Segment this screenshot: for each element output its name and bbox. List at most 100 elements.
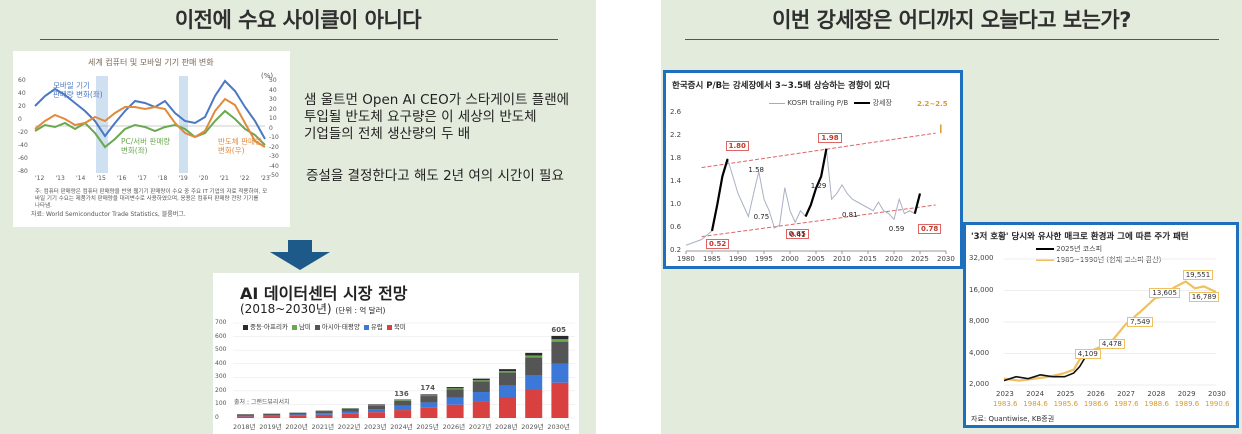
bar-segment	[420, 395, 438, 397]
bar-segment	[551, 339, 569, 342]
cycle-legend-1: 2025년 코스피	[1036, 244, 1102, 254]
bar-segment	[315, 413, 333, 415]
bar-segment	[289, 415, 307, 418]
bar-segment	[289, 412, 307, 415]
cycle-callout: 4,478	[1098, 339, 1125, 350]
bar-y-tick: 600	[215, 332, 227, 340]
right-axis-tick: 20	[269, 105, 277, 113]
pb-target-label: 2.2~2.5	[917, 100, 948, 108]
x-axis-tick: '21	[219, 175, 229, 182]
cycle-chart-source: 자료: Quantiwise, KB증권	[971, 415, 1055, 423]
cycle-y-tick: 4,000	[969, 348, 990, 357]
bar-category-label: 2030년	[547, 423, 570, 431]
bar-segment	[551, 335, 569, 340]
device-chart-plot	[34, 76, 266, 173]
bar-category-label: 2029년	[521, 423, 544, 431]
right-panel-title: 이번 강세장은 어디까지 오늘다고 보는가?	[772, 8, 1131, 32]
left-title-divider	[40, 39, 558, 40]
cycle-x-subtick: 1988.6	[1144, 400, 1169, 408]
legend-label: 아시아·태평양	[321, 323, 360, 331]
bar-segment	[368, 409, 385, 413]
pb-value-label: 0.75	[753, 213, 770, 222]
bar-segment	[551, 382, 569, 418]
cycle-legend-2: 1985~1990년 (현재 코스피 환산)	[1036, 255, 1161, 265]
bar-segment	[368, 405, 385, 410]
bar-y-tick: 100	[215, 400, 227, 408]
bar-category-label: 2020년	[285, 423, 308, 431]
legend-swatch	[243, 324, 248, 330]
left-axis-tick: 20	[18, 103, 26, 110]
bar-segment	[263, 413, 281, 416]
bar-total-label: 605	[551, 325, 567, 334]
cycle-x-subtick: 1984.6	[1023, 400, 1048, 408]
ai-chart-title: AI 데이터센터 시장 전망	[240, 284, 408, 303]
pb-y-tick: 1.8	[670, 154, 682, 162]
bar-segment	[472, 380, 490, 382]
pb-callout: 0.78	[918, 223, 942, 234]
pc-series-label: PC/서버 판매량 변화(좌)	[121, 137, 171, 155]
pb-x-tick: 2015	[859, 255, 877, 263]
cycle-x-tick: 2026	[1086, 390, 1105, 398]
bar-segment	[472, 392, 490, 402]
right-axis-tick: 40	[269, 86, 277, 94]
cycle-x-subtick: 1986.6	[1083, 400, 1109, 408]
cycle-x-subtick: 1989.6	[1174, 400, 1200, 408]
cycle-x-tick: 2025	[1056, 390, 1075, 398]
pb-chart-title: 한국증시 P/B는 강세장에서 3~3.5배 상승하는 경향이 있다	[672, 81, 891, 91]
bar-segment	[446, 387, 464, 389]
pb-y-tick: 0.6	[670, 223, 682, 231]
semi-series-label: 반도체 판매량 변화(우)	[218, 137, 262, 155]
cycle-x-tick: 2023	[996, 390, 1014, 398]
bar-segment	[420, 407, 438, 418]
bar-segment	[341, 411, 359, 414]
pb-callout: 1.80	[725, 141, 749, 151]
x-axis-tick: '19	[178, 175, 188, 182]
cycle-gold-line	[1003, 280, 1217, 382]
cycle-x-subtick: 1987.6	[1114, 400, 1139, 408]
cycle-black-line	[1003, 350, 1090, 382]
x-axis-tick: '12	[35, 175, 45, 182]
x-axis-tick: '23	[260, 175, 270, 182]
cycle-callout: 19,551	[1182, 269, 1214, 280]
legend-label: 중동·아프리카	[250, 323, 288, 331]
bar-segment	[551, 341, 569, 364]
bar-segment	[499, 396, 516, 418]
bar-category-label: 2027년	[468, 423, 492, 431]
cycle-x-tick: 2028	[1147, 390, 1166, 398]
pb-y-tick: 1.0	[670, 200, 682, 208]
bar-segment	[420, 396, 438, 403]
bar-category-label: 2024년	[390, 423, 413, 431]
pb-chart-plot	[685, 124, 947, 254]
pb-x-tick: 2025	[911, 255, 929, 263]
legend-swatch	[363, 324, 369, 330]
device-chart-title: 세계 컴퓨터 및 모바일 기기 판매 변화	[88, 58, 214, 67]
right-title-divider	[685, 39, 1219, 40]
bar-segment	[394, 400, 412, 406]
bar-total-label: 136	[394, 389, 409, 398]
ai-chart-source: 출처 : 그랜드뷰리서치	[234, 399, 290, 406]
bar-category-label: 2025년	[416, 423, 439, 431]
pb-bull-segment	[804, 148, 828, 217]
bar-segment	[315, 411, 333, 414]
bar-segment	[420, 402, 438, 408]
bar-segment	[368, 412, 385, 418]
pb-x-tick: 2010	[833, 255, 851, 263]
device-chart-unit: (%)	[261, 72, 274, 80]
x-axis-tick: '16	[117, 175, 127, 182]
bar-category-label: 2022년	[337, 423, 361, 431]
cycle-callout: 13,605	[1149, 287, 1180, 298]
right-axis-tick: 0	[269, 124, 273, 132]
bar-segment	[394, 400, 412, 401]
bar-segment	[420, 394, 438, 396]
bar-segment	[341, 413, 359, 418]
pb-legend: KOSPI trailing P/B 강세장	[769, 98, 892, 108]
bar-segment	[472, 381, 490, 393]
pb-callout: 0.65	[785, 229, 809, 240]
pb-bull-segment	[710, 158, 729, 232]
bar-segment	[446, 404, 464, 418]
right-axis-tick: 10	[269, 115, 277, 122]
pb-value-label: 0.59	[888, 224, 905, 233]
x-axis-tick: '17	[137, 175, 147, 182]
legend-label: 유럽	[370, 323, 383, 331]
cycle-chart-title: '3저 호황' 당시와 유사한 매크로 환경과 그에 따른 주가 패턴	[971, 232, 1189, 242]
